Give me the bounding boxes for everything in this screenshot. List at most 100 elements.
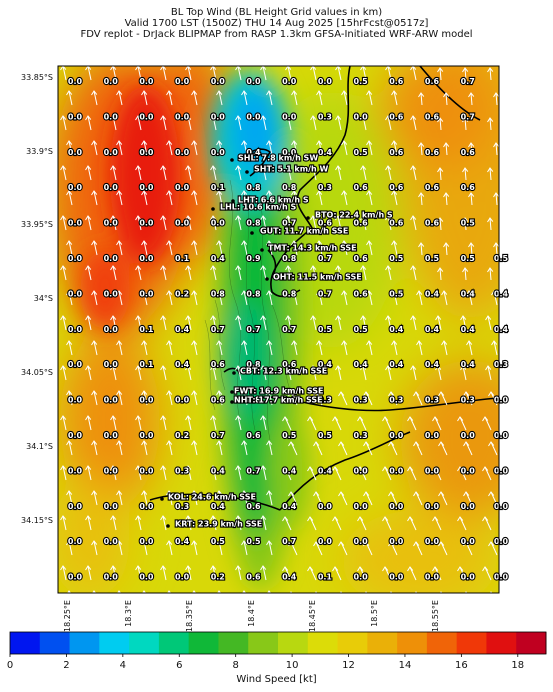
grid-value: 0.8 <box>246 183 261 192</box>
colorbar-tick-label: 14 <box>399 660 412 671</box>
wind-arrow <box>491 592 497 605</box>
grid-value: 0.5 <box>318 431 333 440</box>
grid-value: 0.4 <box>211 254 226 263</box>
grid-value: 0.0 <box>104 112 119 121</box>
grid-value: 0.0 <box>175 112 190 121</box>
grid-value: 0.2 <box>175 431 189 440</box>
longitude-label: 18.25°E <box>63 600 72 632</box>
grid-value: 0.0 <box>104 289 119 298</box>
grid-value: 0.0 <box>175 148 190 157</box>
grid-value: 0.0 <box>104 396 119 405</box>
grid-value: 0.8 <box>282 289 297 298</box>
colorbar-tick-label: 2 <box>63 660 69 671</box>
grid-value: 0.0 <box>425 573 440 582</box>
station-label: KOL: 24.6 km/h SSE <box>168 493 256 502</box>
colorbar-tick-label: 16 <box>455 660 468 671</box>
station-label: NHT: 17.7 km/h SSE <box>234 396 323 405</box>
grid-value: 0.0 <box>211 148 226 157</box>
grid-value: 0.4 <box>175 537 190 546</box>
grid-value: 0.6 <box>246 573 261 582</box>
grid-value: 0.0 <box>246 112 261 121</box>
latitude-labels: 33.85°S33.9°S33.95°S34°S34.05°S34.1°S34.… <box>21 73 53 525</box>
station-label: LHL: 10.6 km/h S <box>220 203 296 212</box>
wind-arrow <box>291 592 297 605</box>
latitude-label: 33.95°S <box>21 220 53 229</box>
longitude-label: 18.4°E <box>247 600 256 627</box>
grid-value: 0.0 <box>354 112 369 121</box>
colorbar-tick-label: 10 <box>286 660 299 671</box>
grid-value: 0.0 <box>354 573 369 582</box>
station-marker <box>265 277 269 281</box>
station-marker <box>260 248 264 252</box>
grid-value: 0.3 <box>425 396 439 405</box>
grid-value: 0.6 <box>354 219 369 228</box>
grid-value: 0.7 <box>282 537 296 546</box>
grid-value: 0.6 <box>389 112 404 121</box>
grid-value: 0.0 <box>104 502 119 511</box>
colorbar: 0 2 4 6 8 10 12 14 16 18 <box>7 632 547 671</box>
grid-value: 0.0 <box>68 289 83 298</box>
grid-value: 0.0 <box>139 396 154 405</box>
grid-value: 0.4 <box>282 573 297 582</box>
grid-value: 0.4 <box>282 466 297 475</box>
grid-value: 0.0 <box>354 537 369 546</box>
latitude-label: 33.85°S <box>21 73 53 82</box>
grid-value: 0.0 <box>104 573 119 582</box>
grid-value: 0.6 <box>211 360 226 369</box>
grid-value: 0.0 <box>68 537 83 546</box>
grid-value: 0.1 <box>139 325 154 334</box>
grid-value: 0.4 <box>318 148 333 157</box>
station-marker <box>245 170 249 174</box>
colorbar-tick-label: 8 <box>232 660 238 671</box>
grid-value: 0.0 <box>104 325 119 334</box>
grid-value: 0.7 <box>211 431 225 440</box>
grid-value: 0.0 <box>494 396 509 405</box>
grid-value: 0.6 <box>246 502 261 511</box>
grid-value: 0.0 <box>461 431 476 440</box>
grid-value: 0.9 <box>246 254 261 263</box>
latitude-label: 34.05°S <box>21 368 53 377</box>
grid-value: 0.0 <box>68 573 83 582</box>
grid-value: 0.0 <box>68 219 83 228</box>
grid-value: 0.0 <box>461 573 476 582</box>
grid-value: 0.0 <box>139 219 154 228</box>
grid-value: 0.0 <box>104 466 119 475</box>
grid-value: 0.4 <box>389 325 404 334</box>
colorbar-title: Wind Speed [kt] <box>0 674 553 685</box>
grid-value: 0.0 <box>246 77 261 86</box>
grid-value: 0.0 <box>139 431 154 440</box>
station-label: SHT: 5.1 km/h W <box>254 165 328 174</box>
grid-value: 0.5 <box>282 431 297 440</box>
grid-value: 0.4 <box>175 360 190 369</box>
grid-value: 0.0 <box>354 502 369 511</box>
grid-value: 0.0 <box>68 254 83 263</box>
grid-value: 0.5 <box>211 537 226 546</box>
grid-value: 0.4 <box>354 360 369 369</box>
grid-value: 0.6 <box>461 183 476 192</box>
grid-value: 0.1 <box>175 254 190 263</box>
wind-arrow <box>416 592 422 605</box>
grid-value: 0.1 <box>139 360 154 369</box>
grid-value: 0.3 <box>494 360 508 369</box>
grid-value: 0.1 <box>211 183 226 192</box>
grid-value: 0.0 <box>425 466 440 475</box>
colorbar-segment <box>397 632 427 654</box>
grid-value: 0.3 <box>175 502 189 511</box>
grid-value: 0.7 <box>318 289 332 298</box>
station-label: KRT: 23.9 km/h SSE <box>175 520 262 529</box>
wind-arrow <box>391 592 397 605</box>
grid-value: 0.6 <box>246 431 261 440</box>
station-label: GUT: 11.7 km/h SSE <box>260 227 348 236</box>
wind-arrow <box>341 592 347 605</box>
grid-value: 0.1 <box>318 573 333 582</box>
grid-value: 0.4 <box>175 325 190 334</box>
grid-value: 0.0 <box>175 573 190 582</box>
grid-value: 0.0 <box>425 537 440 546</box>
longitude-label: 18.45°E <box>308 600 317 632</box>
longitude-label: 18.55°E <box>431 600 440 632</box>
grid-value: 0.0 <box>318 77 333 86</box>
station-marker <box>160 497 164 501</box>
grid-value: 0.0 <box>494 431 509 440</box>
grid-value: 0.0 <box>425 431 440 440</box>
